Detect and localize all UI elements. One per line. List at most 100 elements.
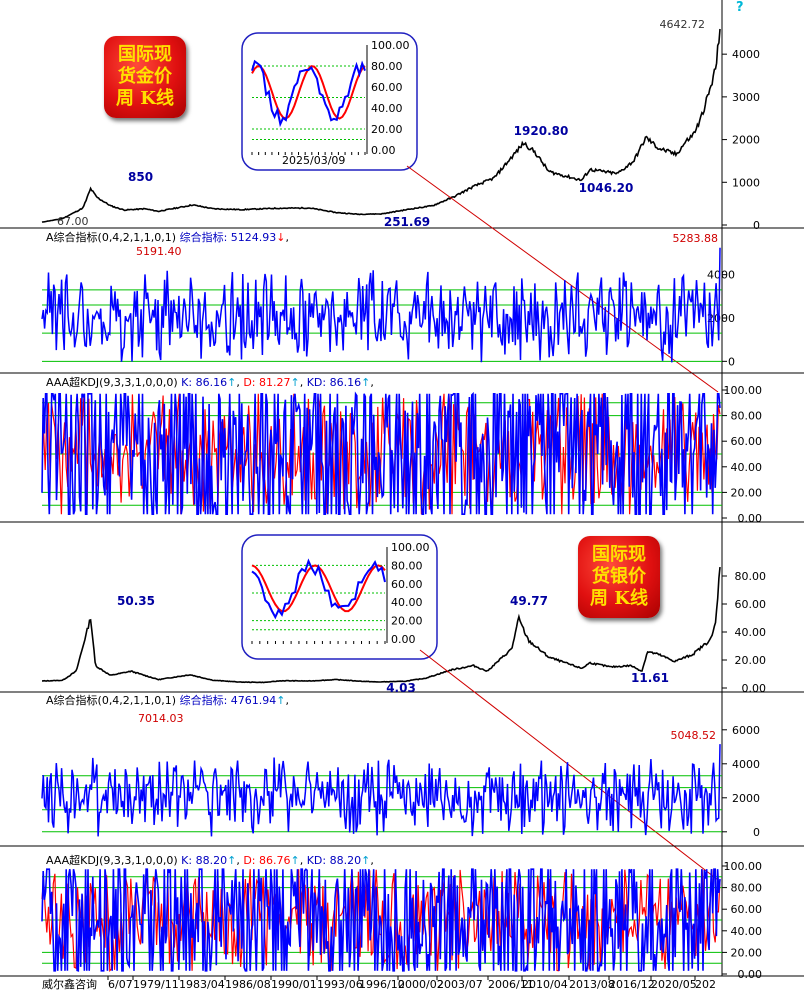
silver-kdj-title: AAA超KDJ(9,3,3,1,0,0,0) — [46, 853, 181, 867]
gold-kdj-kd-value: KD: 86.16 — [307, 376, 361, 389]
silver-kdj-header: AAA超KDJ(9,3,3,1,0,0,0) K: 88.20↑, D: 86.… — [46, 853, 374, 867]
silver-kdj-k-arrow: ↑ — [227, 854, 236, 867]
gold-composite-line — [41, 247, 721, 363]
silver-composite-axis-tick-label: 6000 — [732, 724, 760, 737]
silver-composite-value: 综合指标: 4761.94 — [180, 693, 277, 707]
gold-kdj-axis-tick-label: 100.00 — [724, 384, 763, 397]
gold-kdj-inset-tick-label: 40.00 — [371, 102, 403, 115]
gold-kdj-d-line — [42, 393, 721, 515]
footer-x-tick-label: 1993/06 — [317, 978, 363, 990]
silver-price-axis-tick-label: 60.00 — [735, 598, 767, 611]
silver-kdj-axis-tick-label: 80.00 — [731, 882, 763, 895]
footer-source-label: 威尔鑫咨询 — [42, 977, 97, 990]
gold-kdj-title: AAA超KDJ(9,3,3,1,0,0,0) — [46, 375, 181, 389]
silver-kdj-inset-k-line — [251, 558, 386, 620]
silver-kdj-inset-tick-label: 0.00 — [391, 633, 416, 646]
gold-start-price-label: 67.00 — [57, 215, 89, 228]
silver-trend-line — [419, 649, 719, 881]
gold-price-axis-tick-label: 3000 — [732, 91, 760, 104]
silver-composite-header: A综合指标(0,4,2,1,1,0,1) 综合指标: 4761.94↑, — [46, 693, 289, 707]
gold-badge-line-3: 周 K线 — [116, 88, 174, 109]
silver-badge-line-2: 货银价 — [592, 566, 646, 587]
gold-kdj-axis-tick-label: 80.00 — [731, 410, 763, 423]
gold-composite-last-label: 5283.88 — [673, 232, 719, 245]
silver-composite-axis-tick-label: 0 — [753, 826, 760, 839]
gold-kdj-sep2: , — [300, 376, 307, 389]
gold-composite-trail: , — [286, 231, 290, 244]
gold-kdj-sep1: , — [236, 376, 243, 389]
gold-kdj-kd-arrow: ↑ — [361, 376, 370, 389]
gold-price-axis-tick-label: 4000 — [732, 48, 760, 61]
gold-kdj-inset-tick-label: 80.00 — [371, 60, 403, 73]
gold-price-axis-tick-label: 1000 — [732, 176, 760, 189]
gold-kdj-inset-k-line — [251, 59, 366, 128]
footer-x-tick-label: 2020/05 — [651, 978, 697, 990]
silver-kdj-k-line — [41, 868, 721, 972]
footer-x-tick-label: 2006/11 — [488, 978, 534, 990]
silver-low-1993-label: 4.03 — [386, 681, 416, 695]
footer-x-tick-label: 1986/08 — [225, 978, 271, 990]
gold-kdj-inset-tick-label: 60.00 — [371, 81, 403, 94]
gold-badge-line-1: 国际现 — [118, 44, 172, 65]
silver-low-2015-label: 11.61 — [631, 671, 669, 685]
silver-composite-axis-tick-label: 2000 — [732, 792, 760, 805]
silver-kdj-inset-tick-label: 60.00 — [391, 578, 423, 591]
gold-price-axis-tick-label: 2000 — [732, 134, 760, 147]
silver-kdj-inset-tick-label: 80.00 — [391, 559, 423, 572]
silver-kdj-kd-value: KD: 88.20 — [307, 854, 361, 867]
footer-x-tick-label: 1983/04 — [179, 978, 225, 990]
gold-composite-header: A综合指标(0,4,2,1,1,0,1) 综合指标: 5124.93↓, — [46, 230, 289, 244]
silver-kdj-trail: , — [370, 854, 374, 867]
gold-composite-title: A综合指标(0,4,2,1,1,0,1) — [46, 230, 180, 244]
silver-peak-1980-label: 50.35 — [117, 594, 155, 608]
silver-kdj-k-value: K: 88.20 — [181, 854, 227, 867]
gold-kdj-inset-tick-label: 100.00 — [371, 39, 410, 52]
gold-peak-1980-label: 850 — [128, 170, 153, 184]
footer-x-tick-label: 1979/11 — [133, 978, 179, 990]
silver-composite-peak-label: 7014.03 — [138, 712, 184, 725]
silver-composite-title: A综合指标(0,4,2,1,1,0,1) — [46, 693, 180, 707]
silver-kdj-inset-frame — [241, 534, 438, 660]
silver-peak-2011-label: 49.77 — [510, 594, 548, 608]
help-icon[interactable]: ? — [736, 0, 744, 15]
footer-x-tick-label: 2013/08 — [569, 978, 615, 990]
silver-kdj-inset: 100.00 80.00 60.00 40.00 20.00 0.00 — [241, 534, 438, 660]
gold-kdj-inset: 100.00 80.00 60.00 40.00 20.00 0.00 2025/03/09 — [241, 32, 418, 171]
gold-kdj-k-value: K: 86.16 — [181, 376, 227, 389]
gold-kdj-trail: , — [370, 376, 374, 389]
silver-kdj-sep1: , — [236, 854, 243, 867]
silver-kdj-axis-tick-label: 20.00 — [731, 946, 763, 959]
silver-price-axis-tick-label: 40.00 — [735, 626, 767, 639]
gold-kdj-axis-tick-label: 40.00 — [731, 461, 763, 474]
gold-trend-line — [406, 165, 719, 393]
silver-composite-arrow: ↑ — [276, 694, 285, 707]
footer-x-tick-label: 6/07 — [108, 978, 133, 990]
gold-kdj-axis-tick-label: 20.00 — [731, 486, 763, 499]
silver-price-line — [42, 567, 721, 684]
silver-badge-line-1: 国际现 — [592, 544, 646, 565]
silver-composite-axis-tick-label: 4000 — [732, 758, 760, 771]
silver-kdj-inset-tick-label: 20.00 — [391, 615, 423, 628]
gold-peak-2011-label: 1920.80 — [514, 124, 569, 138]
gold-kdj-inset-date-label: 2025/03/09 — [282, 154, 345, 167]
silver-kdj-inset-tick-label: 40.00 — [391, 596, 423, 609]
silver-kdj-axis-tick-label: 100.00 — [724, 860, 763, 873]
gold-last-price-label: 4642.72 — [660, 18, 706, 31]
silver-badge-line-3: 周 K线 — [590, 588, 648, 609]
gold-badge-line-2: 货金价 — [118, 66, 172, 87]
silver-composite-trail: , — [286, 694, 290, 707]
gold-low-2015-label: 1046.20 — [579, 181, 634, 195]
gold-price-line — [41, 28, 721, 223]
silver-price-axis-tick-label: 0.00 — [742, 682, 767, 695]
gold-kdj-axis-tick-label: 60.00 — [731, 435, 763, 448]
silver-kdj-axis-tick-label: 60.00 — [731, 903, 763, 916]
silver-composite-line — [41, 744, 721, 837]
silver-kdj-sep2: , — [300, 854, 307, 867]
gold-composite-value: 综合指标: 5124.93 — [180, 230, 277, 244]
silver-kdj-d-arrow: ↑ — [290, 854, 299, 867]
silver-price-axis-tick-label: 20.00 — [735, 654, 767, 667]
gold-composite-arrow: ↓ — [276, 231, 285, 244]
gold-composite-axis-tick-label: 4000 — [707, 269, 735, 282]
